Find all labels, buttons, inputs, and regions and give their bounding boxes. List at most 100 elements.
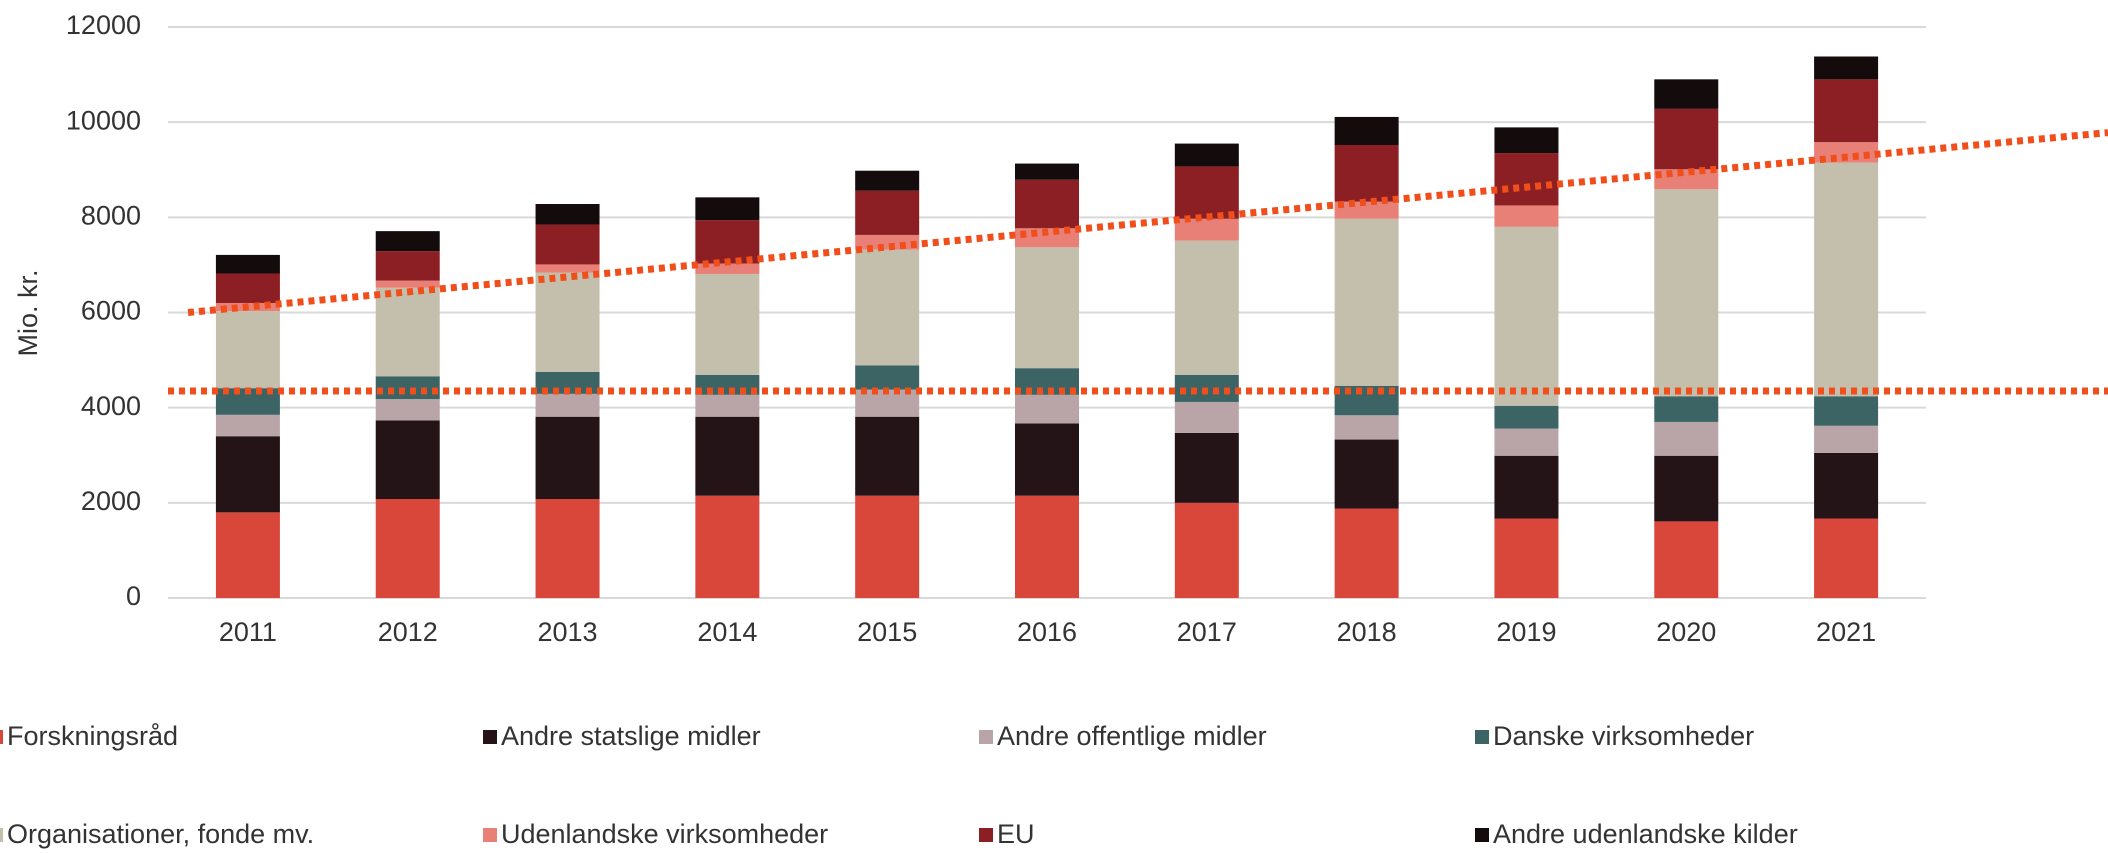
x-tick-label: 2021 xyxy=(1816,617,1876,647)
bar-segment xyxy=(375,231,440,252)
x-tick-label: 2016 xyxy=(1017,617,1077,647)
bar-segment xyxy=(535,204,600,225)
bar-segment xyxy=(1015,423,1079,496)
bar-segment xyxy=(695,374,760,395)
bar-segment xyxy=(1334,116,1399,146)
legend-label: Forskningsråd xyxy=(7,721,178,751)
bar-segment xyxy=(855,170,920,191)
bar-segment xyxy=(535,499,600,598)
bar-segment xyxy=(695,220,760,264)
trend-line xyxy=(187,129,2108,316)
legend-label: Andre statslige midler xyxy=(501,721,761,751)
bar-segment xyxy=(215,254,280,274)
bar-segment xyxy=(1814,79,1879,143)
legend-swatch xyxy=(979,730,993,744)
legend-swatch xyxy=(1475,730,1489,744)
legend-swatch xyxy=(0,730,3,744)
bar-segment xyxy=(1334,218,1399,386)
bar-segment xyxy=(1334,508,1399,598)
x-tick-label: 2013 xyxy=(538,617,598,647)
bar-segment xyxy=(695,495,760,598)
bar-segment xyxy=(855,234,920,250)
bar-segment xyxy=(1174,401,1239,433)
bar-segment xyxy=(1015,179,1079,229)
y-tick-label: 0 xyxy=(126,581,141,611)
bar-segment xyxy=(1814,396,1879,426)
bar-segment xyxy=(695,197,760,221)
bar-segment xyxy=(1654,421,1719,456)
bar-segment xyxy=(535,264,600,273)
bar-segment xyxy=(1654,108,1719,170)
legend-swatch xyxy=(0,828,3,842)
bar-segment xyxy=(1334,415,1399,440)
bar-segment xyxy=(1015,495,1079,598)
bar-segment xyxy=(855,495,920,598)
bar-segment xyxy=(1494,455,1559,519)
bar-segment xyxy=(1494,153,1559,206)
legend-label: Organisationer, fonde mv. xyxy=(7,819,314,849)
bar-segment xyxy=(1174,143,1239,167)
bar-segment xyxy=(1814,56,1879,80)
bar-segment xyxy=(1015,228,1079,248)
bar-segment xyxy=(1494,127,1559,154)
bar-segment xyxy=(1814,142,1879,163)
bar-segment xyxy=(1814,425,1879,453)
y-axis-label: Mio. kr. xyxy=(13,269,43,356)
bar-segment xyxy=(695,416,760,496)
x-tick-label: 2015 xyxy=(857,617,917,647)
y-tick-label: 4000 xyxy=(81,391,141,421)
bar-segment xyxy=(375,251,440,281)
bar-segment xyxy=(375,499,440,598)
bar-segment xyxy=(1015,394,1079,424)
bar-segment xyxy=(1174,240,1239,375)
x-tick-label: 2012 xyxy=(378,617,438,647)
bar-segment xyxy=(215,512,280,598)
bar-segment xyxy=(1494,518,1559,598)
legend-swatch xyxy=(483,730,497,744)
bar-segment xyxy=(375,287,440,377)
bar-segment xyxy=(1814,518,1879,598)
bar-segment xyxy=(535,371,600,394)
legend-label: Udenlandske virksomheder xyxy=(501,819,828,849)
bar-segment xyxy=(215,414,280,437)
y-tick-label: 12000 xyxy=(66,10,141,40)
legend-swatch xyxy=(1475,828,1489,842)
x-tick-label: 2018 xyxy=(1337,617,1397,647)
legend-label: EU xyxy=(997,819,1035,849)
bar-segment xyxy=(1814,162,1879,397)
bar-segment xyxy=(695,394,760,417)
x-tick-label: 2017 xyxy=(1177,617,1237,647)
bar-segment xyxy=(1174,218,1239,241)
bar-segment xyxy=(535,393,600,417)
legend-swatch xyxy=(483,828,497,842)
bar-segment xyxy=(695,263,760,274)
bar-segment xyxy=(1015,247,1079,369)
bar-segment xyxy=(1015,368,1079,395)
bar-segment xyxy=(855,249,920,366)
bar-segment xyxy=(1494,428,1559,456)
legend-label: Andre udenlandske kilder xyxy=(1493,819,1798,849)
bar-segment xyxy=(1334,439,1399,509)
bar-segment xyxy=(535,272,600,372)
bar-segment xyxy=(1174,166,1239,219)
bar-segment xyxy=(1494,205,1559,227)
bar-segment xyxy=(535,224,600,265)
y-tick-label: 6000 xyxy=(81,296,141,326)
bar-segment xyxy=(1174,432,1239,503)
bar-segment xyxy=(535,416,600,500)
bar-segment xyxy=(375,376,440,400)
y-tick-label: 2000 xyxy=(81,486,141,516)
bar-segment xyxy=(855,365,920,390)
bar-segment xyxy=(215,311,280,389)
bar-segment xyxy=(1654,455,1719,522)
legend-label: Danske virksomheder xyxy=(1493,721,1754,751)
bar-segment xyxy=(855,190,920,235)
bar-segment xyxy=(1654,396,1719,422)
legend-label: Andre offentlige midler xyxy=(997,721,1267,751)
x-tick-label: 2011 xyxy=(219,617,277,647)
legend-swatch xyxy=(979,828,993,842)
bar-segment xyxy=(375,280,440,288)
bar-segment xyxy=(1015,163,1079,180)
bar-segment xyxy=(1494,226,1559,406)
